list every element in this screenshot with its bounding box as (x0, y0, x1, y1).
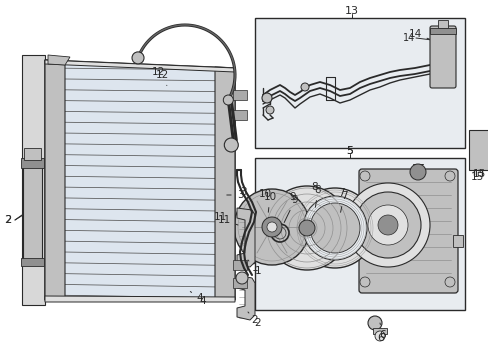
Polygon shape (45, 60, 65, 300)
Text: 3: 3 (239, 187, 246, 197)
FancyBboxPatch shape (429, 26, 455, 88)
Circle shape (132, 52, 144, 64)
Text: 2: 2 (4, 215, 12, 225)
Text: 12: 12 (155, 70, 168, 85)
Bar (232, 260, 246, 270)
Text: 1: 1 (247, 260, 258, 273)
Text: 15: 15 (471, 169, 485, 179)
Polygon shape (23, 165, 42, 260)
Text: 14: 14 (407, 29, 428, 39)
Circle shape (264, 186, 348, 270)
Polygon shape (237, 275, 254, 320)
Bar (21, 258, 44, 266)
Circle shape (265, 106, 273, 114)
Circle shape (354, 192, 420, 258)
Bar (254, 158, 464, 310)
Text: 5: 5 (346, 146, 353, 156)
Bar (468, 130, 488, 170)
Circle shape (346, 183, 429, 267)
Bar (452, 235, 462, 247)
Text: 2: 2 (247, 312, 258, 325)
Circle shape (367, 205, 407, 245)
Text: 4: 4 (199, 296, 206, 306)
Circle shape (359, 277, 369, 287)
Circle shape (309, 203, 359, 253)
Text: 2: 2 (254, 318, 261, 328)
Circle shape (444, 277, 454, 287)
Text: 8: 8 (314, 185, 321, 207)
Circle shape (298, 220, 314, 236)
Bar (254, 18, 464, 148)
Circle shape (266, 222, 276, 232)
Circle shape (236, 272, 247, 284)
Bar (24, 148, 41, 160)
Bar (429, 28, 455, 34)
Polygon shape (45, 296, 235, 302)
Text: 10: 10 (263, 192, 276, 212)
Circle shape (367, 316, 381, 330)
Text: 12: 12 (151, 67, 164, 77)
Text: 11: 11 (217, 215, 238, 225)
Text: 6: 6 (377, 333, 384, 343)
Text: 7: 7 (337, 188, 344, 198)
Bar (437, 20, 447, 28)
Circle shape (377, 215, 397, 235)
Circle shape (444, 171, 454, 181)
Bar (232, 110, 246, 120)
Text: 10: 10 (258, 189, 271, 199)
Circle shape (224, 138, 238, 152)
Text: 5: 5 (346, 146, 353, 156)
Circle shape (409, 164, 425, 180)
Text: 2: 2 (5, 215, 11, 225)
Circle shape (359, 171, 369, 181)
Bar (21, 158, 44, 168)
Polygon shape (22, 55, 45, 305)
Text: 9: 9 (284, 195, 298, 222)
Circle shape (223, 95, 233, 105)
Bar (372, 328, 386, 334)
Polygon shape (48, 55, 70, 65)
Circle shape (303, 196, 366, 260)
Text: 9: 9 (289, 192, 296, 202)
Text: 6: 6 (379, 323, 386, 340)
Text: 3: 3 (226, 190, 243, 200)
Polygon shape (237, 208, 254, 267)
Text: 1: 1 (254, 266, 261, 276)
Text: 14: 14 (402, 33, 414, 43)
Circle shape (234, 189, 309, 265)
Circle shape (301, 83, 308, 91)
Circle shape (262, 93, 271, 103)
Bar (232, 278, 246, 288)
Polygon shape (45, 60, 235, 72)
Circle shape (262, 217, 282, 237)
Text: 13: 13 (345, 6, 358, 16)
Polygon shape (215, 67, 235, 300)
Text: 4: 4 (190, 292, 203, 303)
Polygon shape (45, 60, 235, 300)
FancyBboxPatch shape (358, 169, 457, 293)
Text: 8: 8 (311, 182, 318, 192)
Circle shape (294, 188, 374, 268)
Text: 15: 15 (469, 172, 483, 182)
Circle shape (374, 331, 384, 341)
Text: 7: 7 (340, 191, 346, 212)
Text: 11: 11 (213, 212, 226, 222)
Bar (232, 90, 246, 100)
